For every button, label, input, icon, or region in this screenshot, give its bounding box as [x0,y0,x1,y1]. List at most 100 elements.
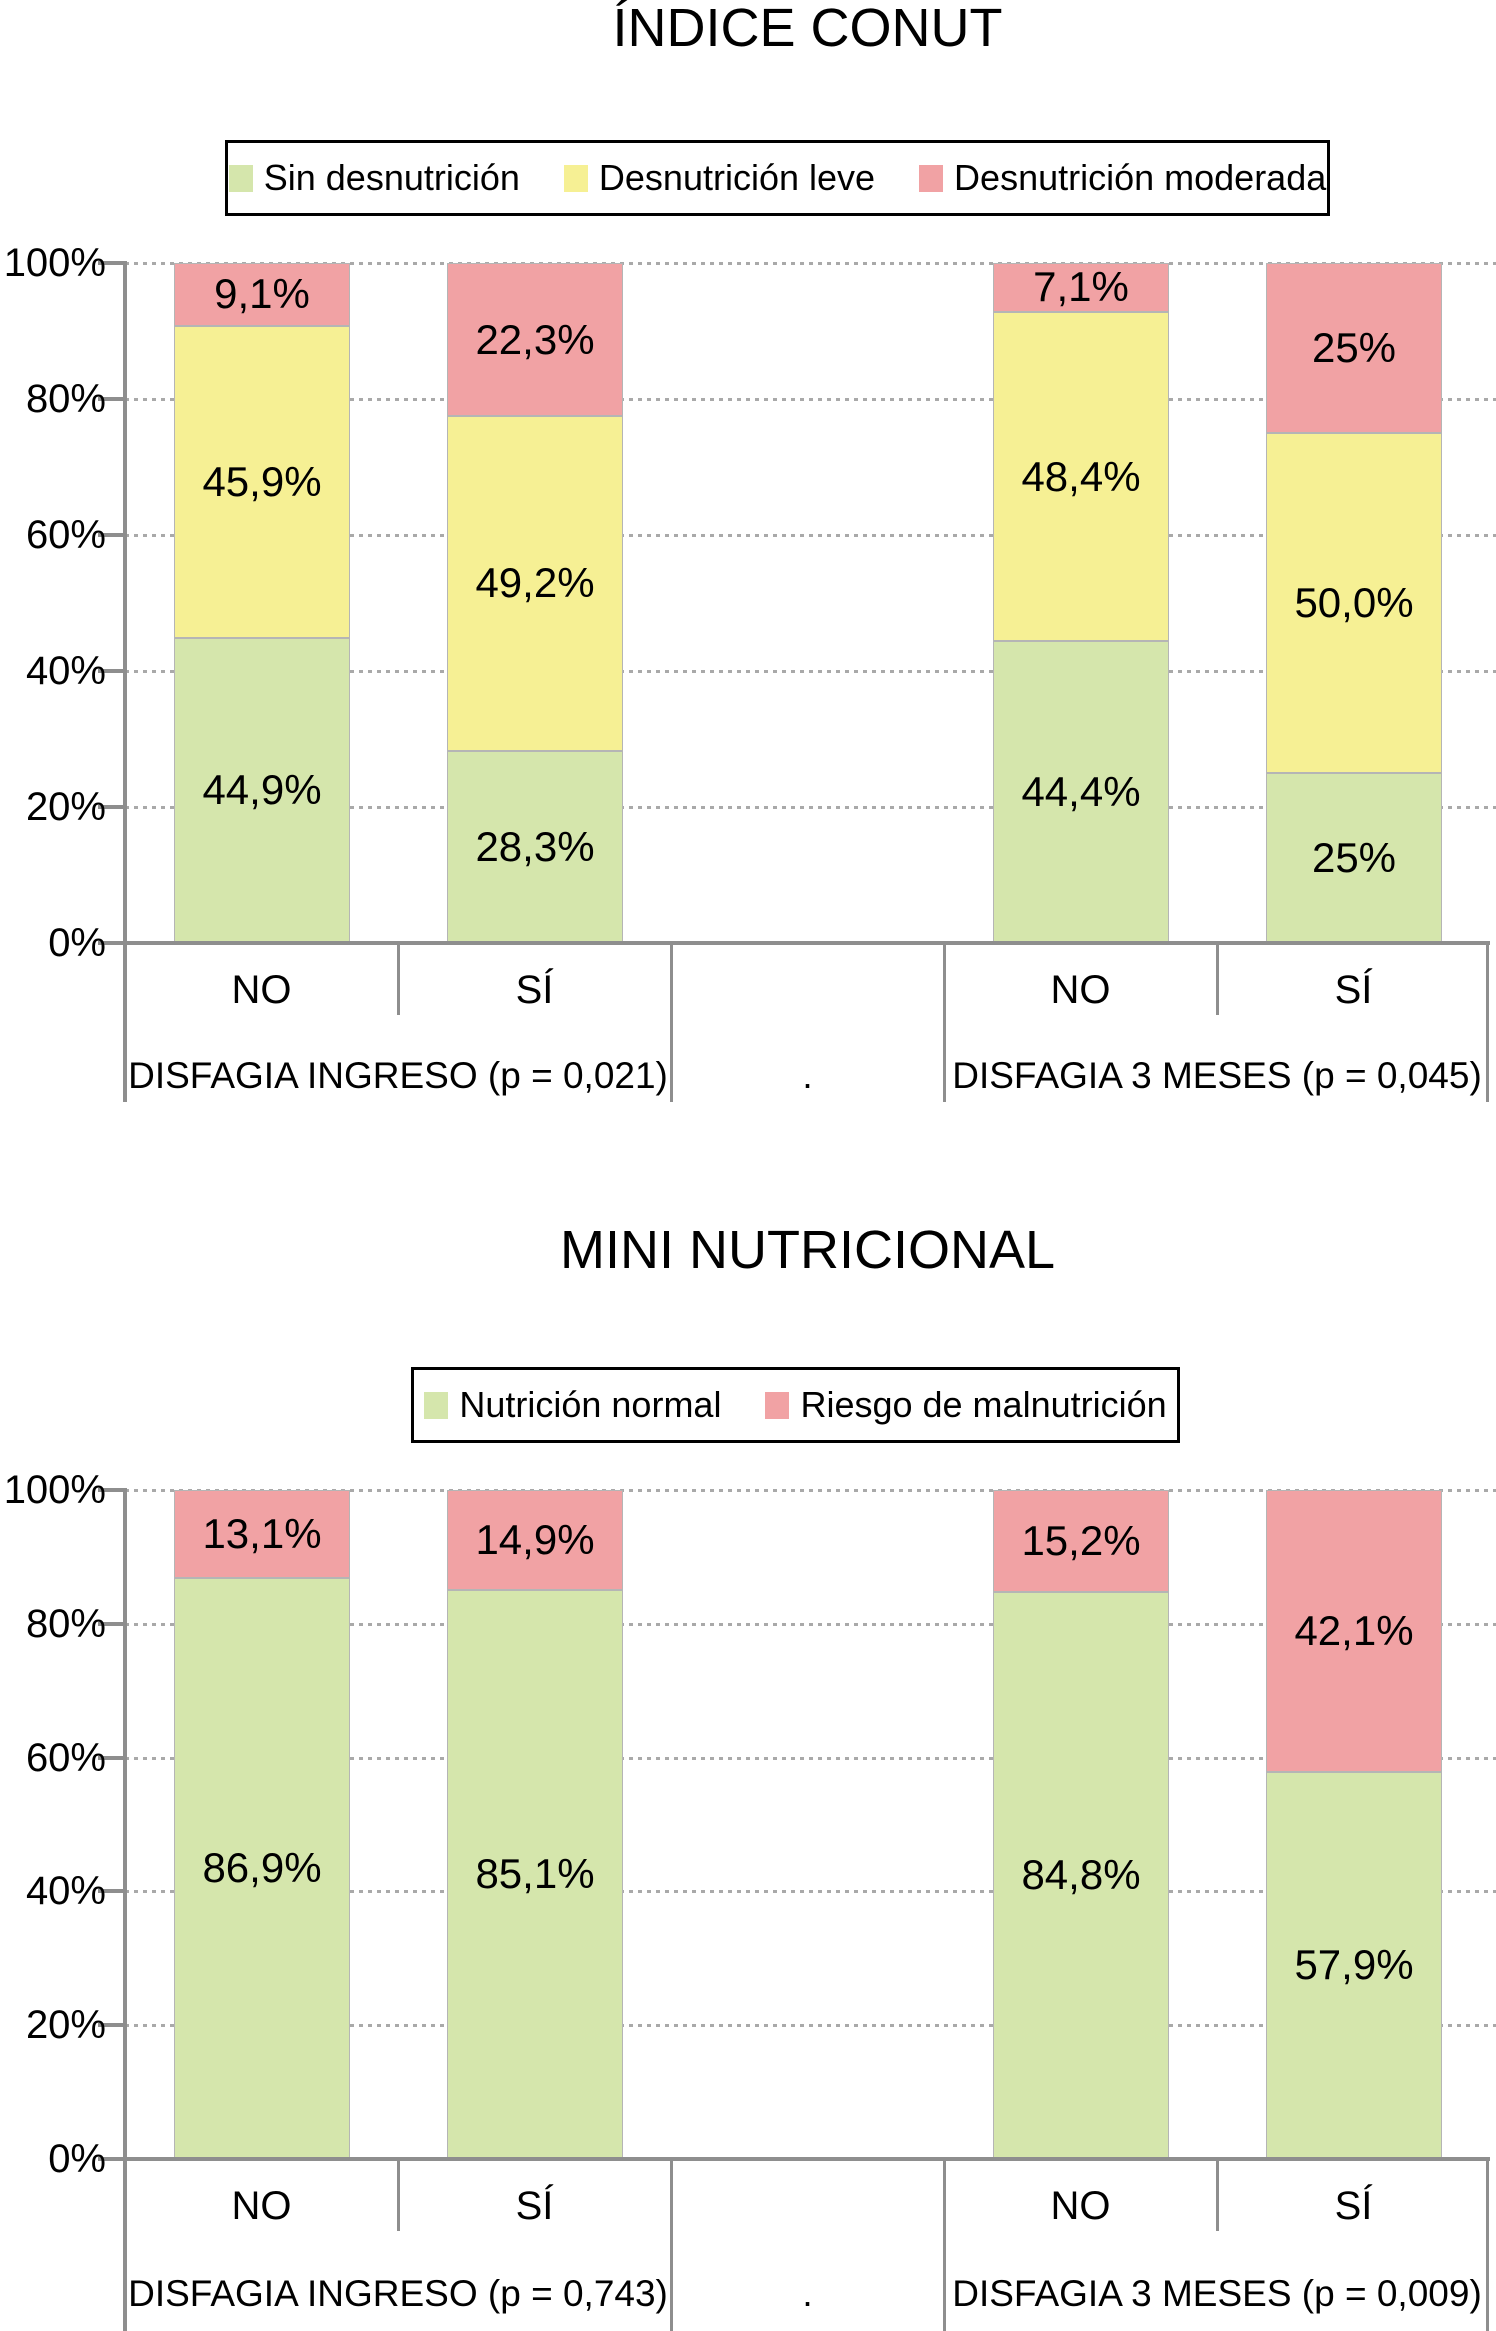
legend-box: Sin desnutrición Desnutrición leve Desnutr… [225,140,1330,216]
bar-segment: 22,3% [447,263,623,416]
bar-segment: 14,9% [447,1490,623,1590]
legend-item: Desnutrición leve [563,157,876,198]
y-tick-label: 40% [25,649,106,693]
bar: 84,8% 15,2% [993,1490,1169,2159]
axis-tick [98,669,125,673]
bar-segment-label: 15,2% [1021,1516,1141,1564]
legend-swatch-icon [424,1391,449,1419]
chart-title: MINI NUTRICIONAL [559,1220,1056,1280]
bar-segment-label: 25% [1311,834,1397,881]
legend-label: Desnutrición leve [598,157,876,198]
bar: 85,1% 14,9% [447,1490,623,2159]
axis-tick [98,2023,125,2027]
group-separator [670,2161,673,2331]
category-separator [1216,945,1219,1015]
category-separator [397,945,400,1015]
legend-label: Nutrición normal [459,1384,722,1425]
bar-segment-label: 50,0% [1294,579,1414,626]
bar-segment: 28,3% [447,750,623,943]
bar-segment: 25% [1266,263,1442,433]
gridline [125,670,1496,673]
bar-segment-label: 57,9% [1294,1941,1414,1989]
bar-segment-label: 86,9% [202,1844,322,1892]
legend-item: Riesgo de malnutrición [765,1384,1167,1425]
group-label: . [802,1055,813,1096]
gridline [125,1757,1496,1760]
axis-tick [98,397,125,401]
legend-swatch-icon [228,164,253,192]
bar: 44,9% 45,9% 9,1% [174,263,350,943]
axis-tick [98,1488,125,1492]
legend-item: Nutrición normal [424,1385,721,1425]
category-separator [1216,2161,1219,2231]
legend-item: Sin desnutrición [228,157,520,198]
axis-tick [98,1756,125,1760]
bar-segment: 85,1% [447,1589,623,2159]
bar-segment-label: 7,1% [1033,263,1129,311]
bar-segment-label: 44,9% [202,766,322,814]
bar-segment: 25% [1266,773,1442,943]
group-label: . [802,2273,813,2314]
bar: 86,9% 13,1% [174,1490,350,2159]
group-label: DISFAGIA 3 MESES (p = 0,009) [952,2273,1482,2314]
y-tick-label: 60% [25,1736,106,1780]
bar: 25% 50,0% 25% [1266,263,1442,943]
axis-tick [98,1622,125,1626]
bar-segment-label: 42,1% [1294,1606,1414,1654]
bar-segment: 42,1% [1266,1490,1442,1772]
axis-tick [98,805,125,809]
legend-swatch-icon [563,164,588,192]
bar-segment: 15,2% [993,1490,1169,1592]
bar-segment: 48,4% [993,311,1169,642]
category-label: SÍ [515,968,554,1012]
y-tick-label: 100% [3,241,106,285]
bar-segment-label: 22,3% [475,315,595,363]
bar-segment: 50,0% [1266,433,1442,773]
bar-segment: 57,9% [1266,1771,1442,2159]
x-axis-line [123,941,1490,945]
gridline [125,262,1496,265]
y-tick-label: 80% [25,1602,106,1646]
group-label: DISFAGIA INGRESO (p = 0,743) [128,2273,668,2314]
category-label: SÍ [1334,968,1373,1012]
bar-segment-label: 28,3% [475,822,595,870]
y-tick-label: 20% [25,785,106,829]
gridline [125,1623,1496,1626]
bar-segment: 44,9% [174,637,350,943]
gridline [125,1489,1496,1492]
bar-segment-label: 84,8% [1021,1851,1141,1899]
bar-segment: 9,1% [174,263,350,326]
bar: 44,4% 48,4% 7,1% [993,263,1169,943]
bar-segment-label: 85,1% [475,1850,595,1898]
legend-item: Desnutrición moderada [919,158,1326,198]
bar-segment: 84,8% [993,1591,1169,2159]
bar-segment-label: 14,9% [475,1515,595,1563]
y-axis-line [123,1488,127,2331]
legend-label: Sin desnutrición [263,157,520,198]
legend-swatch-icon [765,1391,790,1419]
legend-label: Desnutrición moderada [954,157,1327,198]
y-tick-label: 100% [3,1468,106,1512]
legend-box: Nutrición normal Riesgo de malnutrición [411,1367,1180,1443]
bar-segment: 13,1% [174,1490,350,1578]
bar-segment: 86,9% [174,1577,350,2159]
axis-tick [98,533,125,537]
category-separator [397,2161,400,2231]
category-label: SÍ [515,2184,554,2228]
group-separator [1486,945,1489,1102]
y-tick-label: 60% [25,513,106,557]
x-axis-line [123,2157,1490,2161]
legend-label: Riesgo de malnutrición [800,1384,1167,1425]
bar-segment: 44,4% [993,641,1169,943]
y-axis-line [123,261,127,1102]
bar-segment-label: 9,1% [214,270,310,318]
y-tick-label: 80% [25,377,106,421]
group-separator [1486,2161,1489,2331]
gridline [125,534,1496,537]
category-label: NO [231,968,292,1012]
bar-segment-label: 13,1% [202,1509,322,1557]
bar-segment: 49,2% [447,416,623,751]
y-tick-label: 0% [48,921,106,965]
axis-tick [98,1889,125,1893]
bar: 57,9% 42,1% [1266,1490,1442,2159]
